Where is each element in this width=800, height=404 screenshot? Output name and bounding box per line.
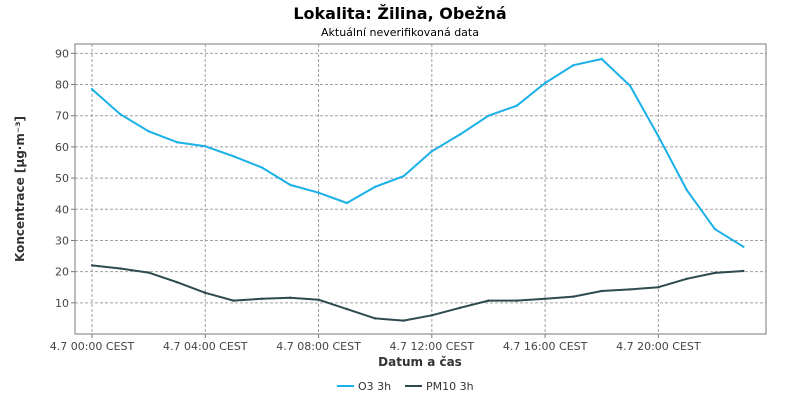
legend-label: PM10 3h <box>426 380 474 393</box>
data-point <box>260 297 264 300</box>
data-point <box>147 271 150 274</box>
data-point <box>572 295 575 298</box>
y-tick-label: 10 <box>55 297 69 310</box>
y-tick-label: 80 <box>55 79 69 92</box>
data-point <box>515 299 518 302</box>
data-point <box>204 291 207 295</box>
data-point <box>628 84 632 87</box>
data-point <box>458 306 462 310</box>
data-point <box>600 289 603 293</box>
x-tick-label: 4.7 16:00 CEST <box>503 340 588 353</box>
data-point <box>685 188 688 192</box>
y-tick-label: 70 <box>55 110 69 123</box>
data-point <box>260 166 264 169</box>
data-point <box>515 104 518 107</box>
data-point <box>685 277 688 281</box>
data-point <box>345 307 349 311</box>
legend-item: PM10 3h <box>405 380 474 393</box>
grid-layer <box>75 44 766 334</box>
data-point <box>232 299 235 302</box>
data-point <box>402 175 405 178</box>
data-point <box>289 296 292 300</box>
x-tick-label: 4.7 04:00 CEST <box>163 340 248 353</box>
data-point <box>600 57 603 61</box>
data-point <box>657 135 660 138</box>
y-tick-label: 30 <box>55 234 69 247</box>
data-point <box>175 281 179 284</box>
series-layer <box>90 57 745 322</box>
data-point <box>317 298 320 301</box>
data-point <box>742 245 745 248</box>
data-point <box>204 145 207 148</box>
data-point <box>543 297 547 300</box>
series-line-pm10-3h <box>91 264 744 322</box>
data-point <box>543 81 547 85</box>
data-point <box>487 299 490 302</box>
x-tick-label: 4.7 12:00 CEST <box>390 340 475 353</box>
data-point <box>487 114 490 117</box>
data-point <box>628 288 632 291</box>
x-tick-label: 4.7 20:00 CEST <box>616 340 701 353</box>
x-axis-ticks: 4.7 00:00 CEST 4.7 04:00 CEST 4.7 08:00 CE… <box>50 334 701 353</box>
data-point <box>232 155 235 158</box>
data-point <box>713 271 717 275</box>
data-point <box>657 286 660 289</box>
y-tick-label: 40 <box>55 203 69 216</box>
data-point <box>317 191 320 194</box>
data-point <box>742 269 745 273</box>
x-axis-label: Datum a čas <box>378 355 462 369</box>
data-point <box>430 314 434 317</box>
y-tick-label: 20 <box>55 266 69 279</box>
data-point <box>373 185 377 189</box>
x-tick-label: 4.7 00:00 CEST <box>50 340 135 353</box>
legend-label: O3 3h <box>358 380 391 393</box>
data-point <box>430 150 434 153</box>
data-point <box>713 228 717 231</box>
legend-item: O3 3h <box>337 380 391 393</box>
data-point <box>373 317 377 320</box>
data-point <box>572 64 575 67</box>
y-tick-label: 90 <box>55 47 69 60</box>
x-tick-label: 4.7 08:00 CEST <box>276 340 361 353</box>
data-point <box>147 130 150 133</box>
plot-area-frame <box>74 43 767 335</box>
y-axis-ticks: 10 20 30 40 50 60 70 80 90 <box>55 47 75 310</box>
series-line-o3-3h <box>91 58 744 248</box>
y-tick-label: 60 <box>55 141 69 154</box>
data-point <box>90 264 94 267</box>
chart-title: Lokalita: Žilina, Obežná <box>293 4 506 23</box>
data-point <box>119 112 122 116</box>
data-point <box>289 183 292 187</box>
data-point <box>402 319 405 322</box>
data-point <box>119 267 122 270</box>
legend: O3 3h PM10 3h <box>337 380 474 393</box>
y-axis-label: Koncentrace [µg·m⁻³] <box>13 116 27 262</box>
data-point <box>458 133 462 136</box>
data-point <box>90 88 94 91</box>
data-point <box>345 201 349 205</box>
chart-subtitle: Aktuální neverifikovaná data <box>321 26 479 39</box>
data-point <box>175 141 179 144</box>
y-tick-label: 50 <box>55 172 69 185</box>
